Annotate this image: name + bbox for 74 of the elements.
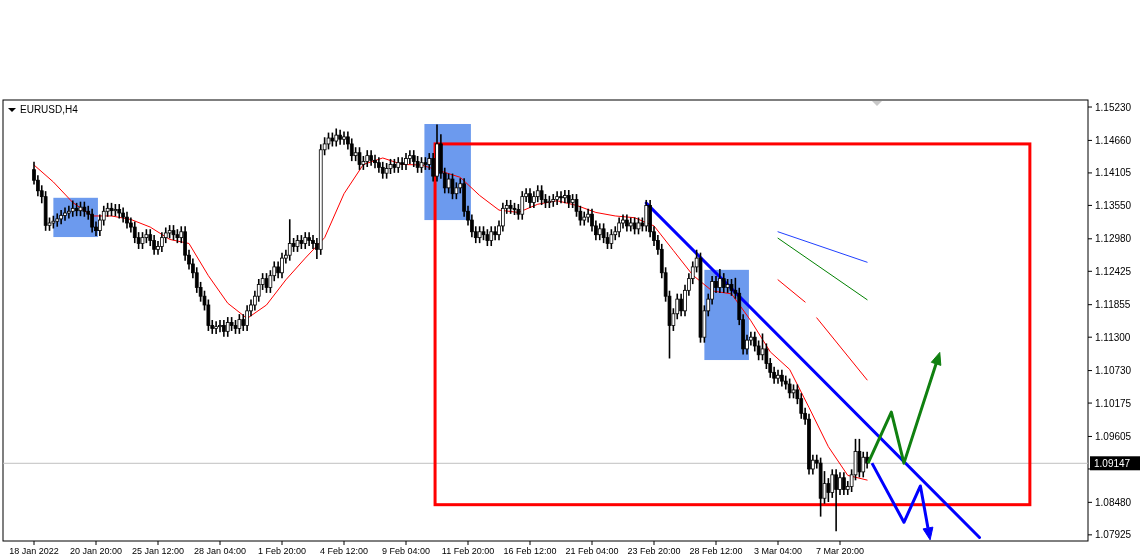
y-tick-label: 1.11300 xyxy=(1095,331,1131,343)
x-tick-label: 9 Feb 04:00 xyxy=(381,546,431,556)
candlestick xyxy=(489,226,494,247)
candlestick xyxy=(264,273,269,293)
y-tick-label: 1.10175 xyxy=(1095,397,1132,409)
y-tick-label: 1.10730 xyxy=(1095,365,1132,377)
x-tick-label: 3 Mar 04:00 xyxy=(753,546,803,556)
candlestick xyxy=(776,369,780,384)
candlestick xyxy=(586,208,590,223)
ref-line-label: 1.09147 xyxy=(1094,457,1131,469)
candlestick xyxy=(90,208,94,233)
x-tick-label: 16 Feb 12:00 xyxy=(503,546,557,556)
y-tick-label: 1.12980 xyxy=(1095,233,1132,245)
candlestick xyxy=(307,232,311,247)
x-tick-label: 20 Jan 20:00 xyxy=(69,546,123,556)
candlestick xyxy=(63,207,67,221)
x-tick-label: 21 Feb 04:00 xyxy=(565,546,619,556)
candlestick xyxy=(342,131,346,145)
y-tick-label: 1.12425 xyxy=(1095,265,1132,277)
candlestick xyxy=(117,204,122,219)
candlestick xyxy=(396,157,401,173)
x-tick-label: 18 Jan 2022 xyxy=(9,546,59,556)
x-tick-label: 1 Feb 20:00 xyxy=(257,546,307,556)
candlestick xyxy=(609,229,614,249)
candlestick xyxy=(559,191,563,204)
candlestick xyxy=(842,472,846,495)
x-tick-label: 7 Mar 20:00 xyxy=(815,546,865,556)
candlestick xyxy=(563,189,567,204)
candlestick xyxy=(539,185,544,206)
y-tick-label: 1.13550 xyxy=(1095,199,1132,211)
candlestick xyxy=(582,211,587,226)
candlestick xyxy=(787,378,792,399)
x-tick-label: 28 Feb 12:00 xyxy=(689,546,743,556)
candlestick xyxy=(520,191,525,220)
candlestick xyxy=(218,319,222,333)
candlestick xyxy=(237,314,242,334)
candlestick xyxy=(400,157,404,170)
candlestick xyxy=(55,213,60,227)
chart-title: EURUSD,H4 xyxy=(20,104,79,115)
y-tick-label: 1.09605 xyxy=(1095,430,1132,442)
candlestick xyxy=(67,205,71,219)
candlestick xyxy=(70,200,75,217)
candlestick xyxy=(834,469,838,532)
candlestick xyxy=(528,188,532,208)
y-tick-label: 1.11855 xyxy=(1095,299,1131,311)
candlestick xyxy=(721,273,726,293)
candlestick xyxy=(369,150,373,166)
y-tick-label: 1.14660 xyxy=(1095,134,1132,146)
candlestick xyxy=(644,199,649,232)
x-tick-label: 25 Jan 12:00 xyxy=(131,546,185,556)
candlestick xyxy=(357,147,362,170)
candlestick xyxy=(718,269,722,293)
x-tick-label: 23 Feb 20:00 xyxy=(627,546,681,556)
candlestick xyxy=(287,219,292,261)
y-tick-label: 1.15230 xyxy=(1095,101,1132,113)
x-tick-label: 4 Feb 12:00 xyxy=(319,546,369,556)
candlestick xyxy=(373,154,377,169)
x-tick-label: 28 Jan 04:00 xyxy=(193,546,247,556)
candlestick xyxy=(551,194,556,207)
y-tick-label: 1.14105 xyxy=(1095,167,1132,179)
candlestick xyxy=(450,173,455,200)
candlestick xyxy=(617,217,621,238)
y-tick-label: 1.08480 xyxy=(1095,496,1132,508)
candlestick xyxy=(280,252,284,279)
candlestick xyxy=(760,333,765,361)
candlestick xyxy=(838,472,842,495)
x-tick-label: 11 Feb 20:00 xyxy=(441,546,495,556)
candlestick xyxy=(679,293,683,317)
candlestick xyxy=(214,321,218,334)
y-tick-label: 1.07925 xyxy=(1095,529,1132,541)
candlestick xyxy=(493,226,497,241)
candlestick xyxy=(857,438,862,478)
candlestick xyxy=(826,478,831,502)
candlestick xyxy=(555,191,559,206)
